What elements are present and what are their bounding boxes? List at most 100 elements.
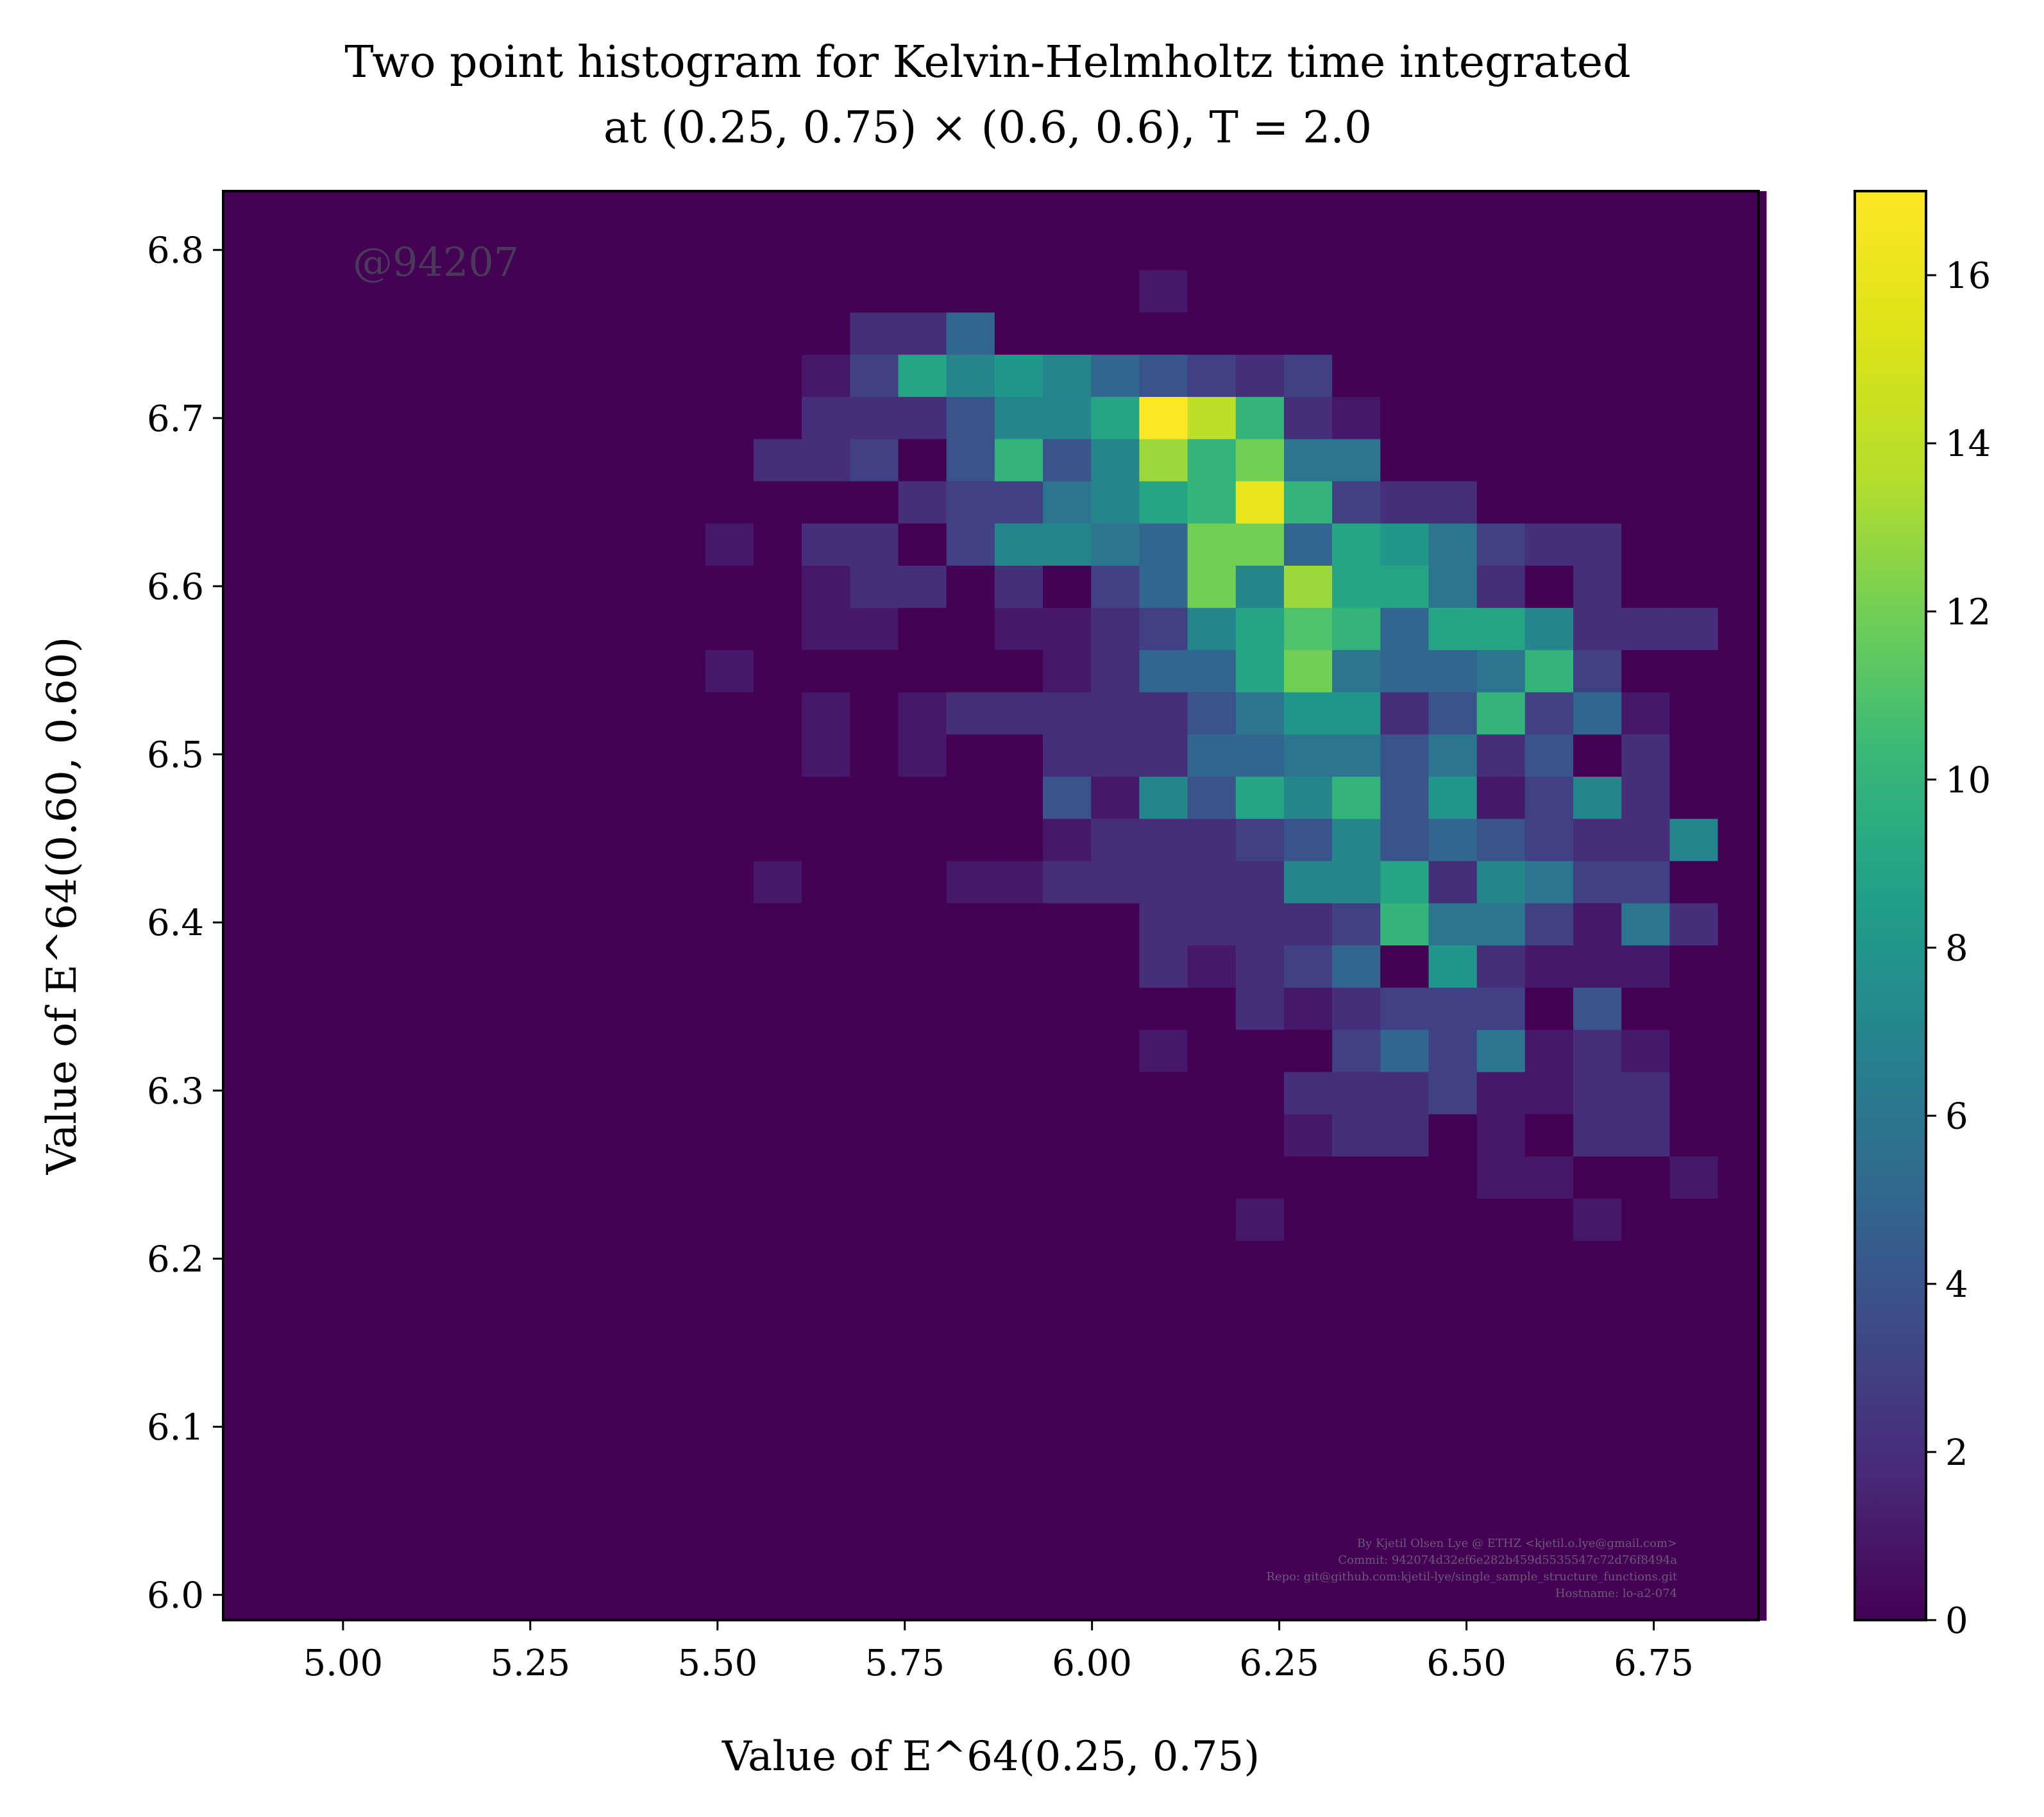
heatmap-cell [753,1240,802,1283]
heatmap-cell [367,523,417,566]
heatmap-cell [1187,565,1237,608]
heatmap-cell [1573,480,1622,524]
heatmap-cell [1380,1071,1430,1115]
heatmap-cell [1187,1113,1237,1157]
heatmap-cell [946,565,995,608]
heatmap-cell [1043,1324,1092,1368]
heatmap-cell [753,1578,802,1621]
heatmap-cell [898,1493,947,1537]
heatmap-cell [1428,1071,1478,1115]
heatmap-cell [705,1198,754,1241]
heatmap-cell [609,1451,658,1494]
heatmap-cell [367,269,417,313]
heatmap-cell [1476,691,1526,735]
heatmap-cell [1476,860,1526,904]
heatmap-cell [705,565,754,608]
heatmap-cell [657,860,706,904]
heatmap-cell [512,1493,562,1537]
heatmap-cell [1043,1113,1092,1157]
heatmap-cell [1380,1198,1430,1241]
heatmap-cell [994,480,1043,524]
heatmap-cell [1332,1113,1381,1157]
heatmap-cell [850,607,899,650]
heatmap-cell [319,1240,369,1283]
footer-line-2: Commit: 942074d32ef6e282b459d5535547c72d… [1338,1553,1677,1567]
heatmap-cell [561,945,610,988]
heatmap-cell [416,1071,465,1115]
heatmap-cell [1187,523,1237,566]
heatmap-cell [1187,1282,1237,1326]
heatmap-cell [802,312,851,355]
heatmap-cell [561,818,610,861]
heatmap-cell [609,649,658,693]
heatmap-cell [657,312,706,355]
heatmap-cell [319,691,369,735]
heatmap-cell [898,691,947,735]
heatmap-cell [753,438,802,482]
heatmap-cell [367,227,417,271]
heatmap-cell [271,691,321,735]
heatmap-cell [223,860,273,904]
heatmap-cell [1043,1578,1092,1621]
heatmap-cell [561,227,610,271]
heatmap-cell [1573,1324,1622,1368]
heatmap-cell [1235,1535,1285,1579]
heatmap-cell [705,1409,754,1452]
heatmap-cell [802,1071,851,1115]
heatmap-cell [1380,1282,1430,1326]
heatmap-cell [1139,902,1188,946]
heatmap-cell [464,1113,513,1157]
heatmap-cell [753,1282,802,1326]
heatmap-cell [1187,227,1237,271]
heatmap-cell [1139,1493,1188,1537]
heatmap-cell [1139,396,1188,439]
heatmap-cell [416,734,465,777]
heatmap-cell [946,1282,995,1326]
heatmap-cell [1525,1113,1574,1157]
heatmap-cell [1283,565,1333,608]
heatmap-cell [657,1156,706,1199]
heatmap-cell [319,987,369,1030]
heatmap-cell [1428,734,1478,777]
heatmap-cell [271,1240,321,1283]
heatmap-cell [416,396,465,439]
heatmap-cell [223,607,273,650]
heatmap-cell [1187,1156,1237,1199]
heatmap-cell [1428,396,1478,439]
heatmap-cell [994,312,1043,355]
heatmap-cell [1187,1451,1237,1494]
heatmap-cell [512,902,562,946]
heatmap-cell [753,1535,802,1579]
heatmap-cell [367,1071,417,1115]
heatmap-cell [994,1282,1043,1326]
heatmap-cell [1091,1240,1140,1283]
heatmap-cell [1091,1156,1140,1199]
heatmap-cell [561,1578,610,1621]
heatmap-cell [1332,734,1381,777]
heatmap-cell [657,227,706,271]
heatmap-cell [1332,565,1381,608]
heatmap-cell [1332,1578,1381,1621]
heatmap-cell [1428,1367,1478,1410]
heatmap-cell [898,734,947,777]
heatmap-cell [1380,1240,1430,1283]
heatmap-cell [1043,480,1092,524]
heatmap-cell [705,691,754,735]
heatmap-cell [802,607,851,650]
heatmap-cell [561,607,610,650]
heatmap-cell [1139,1156,1188,1199]
heatmap-cell [319,1324,369,1368]
heatmap-cell [1187,1535,1237,1579]
heatmap-cell [609,1156,658,1199]
heatmap-cell [1476,1578,1526,1621]
heatmap-cell [609,1367,658,1410]
heatmap-cell [1139,607,1188,650]
heatmap-cell [850,269,899,313]
heatmap-cell [1283,1029,1333,1072]
heatmap-cell [464,1240,513,1283]
heatmap-cell [657,1578,706,1621]
heatmap-cell [1428,1282,1478,1326]
heatmap-cell [1235,1282,1285,1326]
heatmap-cell [1283,396,1333,439]
x-tick-label: 6.00 [1052,1643,1132,1684]
